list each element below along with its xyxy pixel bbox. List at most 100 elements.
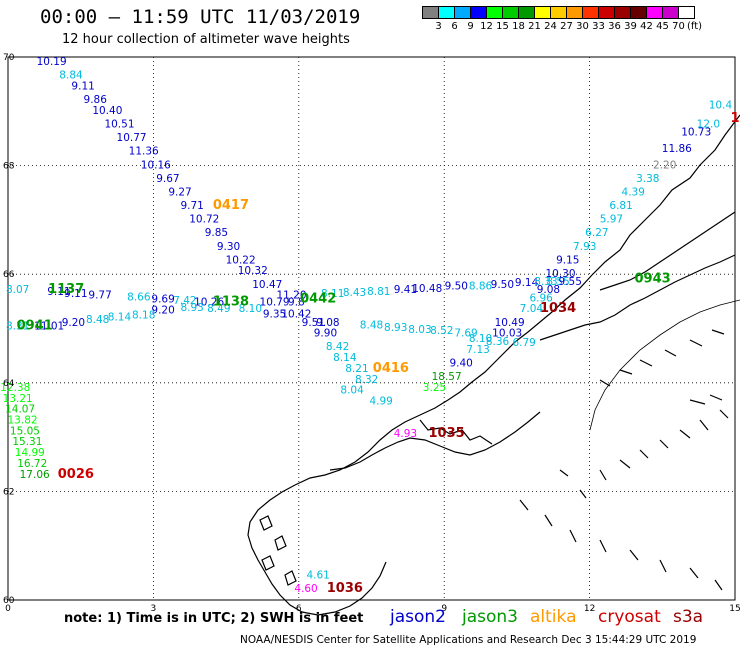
coast-islands-2 <box>559 409 729 499</box>
wave-height-label: 9.11 <box>64 288 87 300</box>
y-tick-label: 62 <box>3 487 14 497</box>
pass-time-label: 1 <box>730 111 739 126</box>
wave-height-label: 9.85 <box>205 227 228 239</box>
wave-height-label: 10.30 <box>545 268 575 280</box>
wave-height-label: 9.11 <box>47 286 70 298</box>
x-tick-label: 0 <box>5 604 11 614</box>
legend-label: 15 <box>496 21 509 32</box>
wave-height-label: 8.49 <box>207 303 230 315</box>
page-title: 00:00 – 11:59 UTC 11/03/2019 <box>40 6 361 28</box>
wave-height-label: 8.48 <box>360 320 383 332</box>
legend-label: 39 <box>624 21 637 32</box>
coast-islands-3 <box>519 499 723 591</box>
wave-height-label: 14.07 <box>5 404 35 416</box>
wave-height-label: 11.20 <box>276 290 306 302</box>
page-subtitle: 12 hour collection of altimeter wave hei… <box>62 32 350 47</box>
wave-height-label: 9.15 <box>556 254 579 266</box>
wave-height-label: 10.42 <box>281 309 311 321</box>
wave-height-label: 8.84 <box>59 70 83 82</box>
y-tick-label: 66 <box>3 270 15 280</box>
wave-height-label: 8.33 <box>534 276 557 288</box>
wave-height-label: 15.31 <box>12 436 42 448</box>
wave-height-label: 8.14 <box>333 352 357 364</box>
wave-height-label: 8.32 <box>355 374 378 386</box>
wave-height-label: 8.52 <box>430 325 453 337</box>
wave-height-label: 8.42 <box>326 341 349 353</box>
wave-height-label: 3.25 <box>423 382 446 394</box>
wave-height-label: 10.73 <box>681 127 711 139</box>
wave-height-label: 8.11 <box>321 288 344 300</box>
wave-height-label: 10.72 <box>189 214 219 226</box>
wave-height-label: 8.04 <box>340 385 364 397</box>
wave-height-label: 10.22 <box>226 254 256 266</box>
wave-height-label: 8.21 <box>345 363 368 375</box>
wave-height-label: 13.21 <box>3 393 33 405</box>
legend-label: 6 <box>451 21 458 32</box>
wave-height-label: 9.71 <box>180 200 203 212</box>
wave-height-label: 14.99 <box>15 447 45 459</box>
legend-cryosat: cryosat <box>598 607 661 627</box>
wave-height-label: 9.77 <box>88 290 111 302</box>
wave-height-label: 8.18 <box>132 310 155 322</box>
wave-height-label: 15.05 <box>10 425 40 437</box>
wave-height-label: 10.49 <box>495 317 525 329</box>
axis-ticks: 0 3 6 9 12 15 70 68 66 64 62 60 <box>3 53 740 614</box>
pass-time-label: 0943 <box>635 271 671 286</box>
wave-height-label: 2.20 <box>653 159 676 171</box>
pass-time-label: 1036 <box>327 581 363 596</box>
pass-time-label: 1137 <box>48 282 84 297</box>
norway-coast-outline <box>247 114 740 616</box>
coast-sweden-border <box>589 299 740 431</box>
wave-height-label: 9.41 <box>394 284 417 296</box>
wave-height-label: 4.60 <box>294 583 317 595</box>
wave-height-label: 11.86 <box>662 143 692 155</box>
wave-height-label: 10.4 <box>709 100 733 112</box>
pass-time-label: 0941 <box>17 319 53 334</box>
coast-islands-1 <box>259 515 297 586</box>
wave-height-label: 8.03 <box>408 324 431 336</box>
pass-time-label: 0026 <box>58 467 94 482</box>
wave-height-label: 9.30 <box>217 241 240 253</box>
legend-label: 36 <box>608 21 621 32</box>
x-tick-label: 3 <box>151 604 157 614</box>
wave-height-label: 6.96 <box>529 292 553 304</box>
wave-height-label: 10.32 <box>238 265 268 277</box>
wave-height-label: 11.01 <box>34 321 64 333</box>
x-tick-label: 6 <box>296 604 302 614</box>
wave-height-label: 10.47 <box>252 279 282 291</box>
wave-height-label: 9.40 <box>449 358 472 370</box>
wave-height-label: 8.86 <box>469 280 493 292</box>
legend-label: 21 <box>528 21 541 32</box>
wave-height-label: 8.07 <box>6 284 29 296</box>
wave-height-label: 10.26 <box>194 297 224 309</box>
wave-height-label: 8.48 <box>86 314 109 326</box>
legend-label: 12 <box>480 21 493 32</box>
wave-height-label: 10.51 <box>104 119 134 131</box>
legend-label: 9 <box>467 21 474 32</box>
wave-height-label: 7.04 <box>520 303 544 315</box>
coast-islands-4 <box>599 329 725 405</box>
wave-height-label: 9.35 <box>263 309 286 321</box>
map-frame <box>7 56 736 601</box>
y-tick-label: 68 <box>3 162 15 172</box>
wave-height-label: 10.48 <box>412 283 442 295</box>
y-tick-label: 64 <box>3 379 15 389</box>
wave-height-label: 4.93 <box>394 428 417 440</box>
pass-time-label: 0417 <box>213 198 249 213</box>
pass-time-label: 0416 <box>373 361 409 376</box>
wave-height-label: 16.72 <box>17 458 47 470</box>
legend-label: (ft) <box>686 21 703 32</box>
wave-height-label: 10.03 <box>492 328 522 340</box>
pass-time-label: 1034 <box>540 301 576 316</box>
legend-label: 18 <box>512 21 525 32</box>
x-tick-label: 9 <box>441 604 447 614</box>
wave-height-label: 4.61 <box>306 569 329 581</box>
x-tick-label: 15 <box>729 604 740 614</box>
wave-height-label: 7.93 <box>573 241 596 253</box>
wave-height-label: 3.38 <box>636 173 659 185</box>
wave-height-label: 6.79 <box>512 337 535 349</box>
wave-height-label: 9.55 <box>559 276 582 288</box>
coastline <box>247 114 740 616</box>
coast-inner-3 <box>599 211 736 291</box>
pass-time-label: 1138 <box>213 295 249 310</box>
